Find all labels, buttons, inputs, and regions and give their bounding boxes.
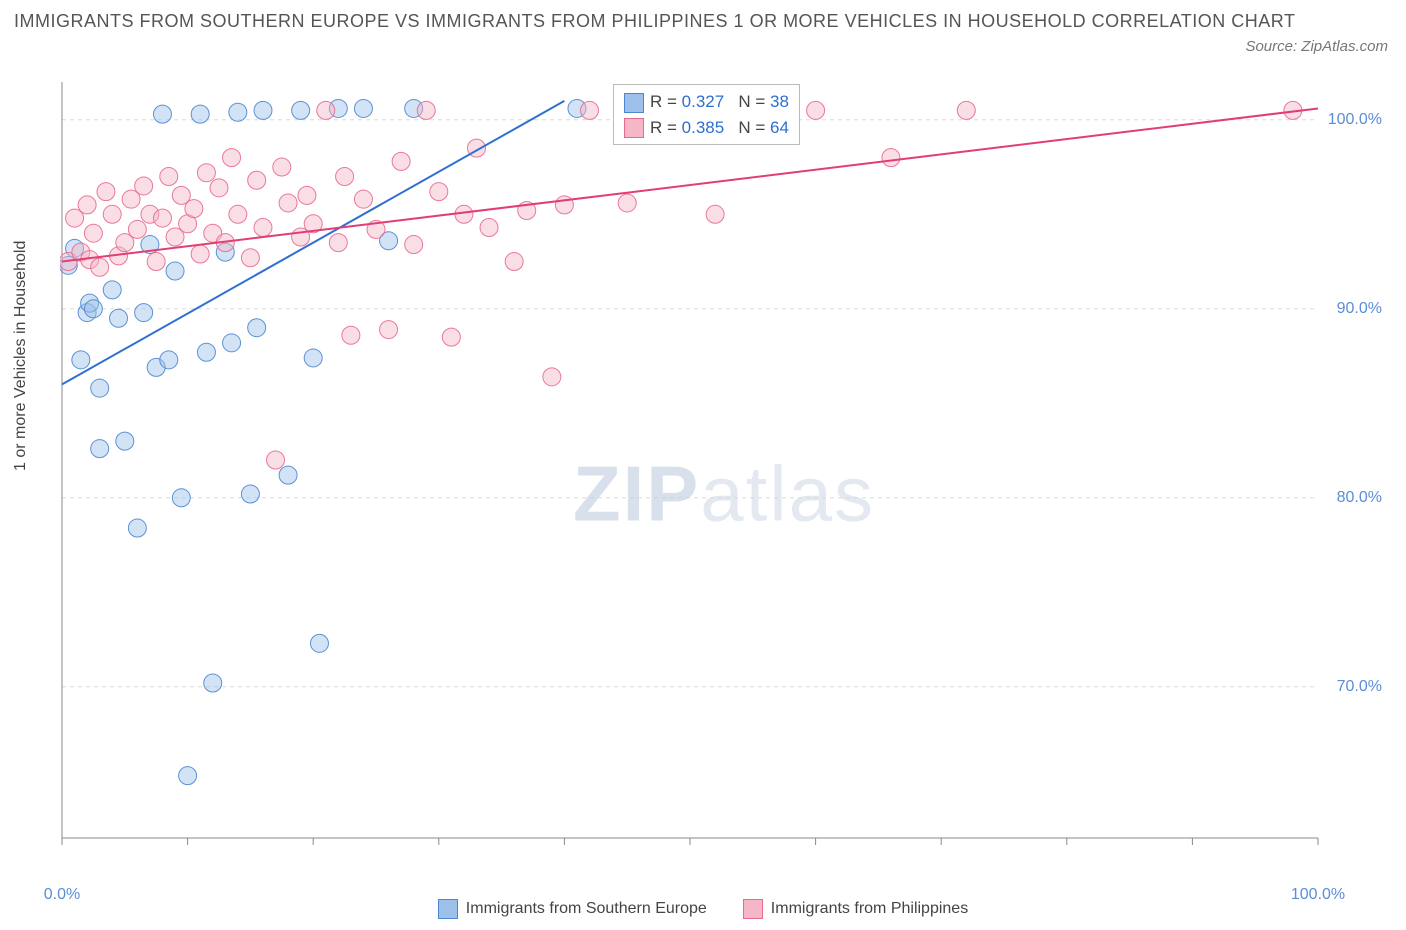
y-tick-label: 70.0% [1337,678,1382,696]
chart-title: IMMIGRANTS FROM SOUTHERN EUROPE VS IMMIG… [14,8,1392,35]
legend-item: Immigrants from Philippines [743,899,968,919]
legend-swatch [438,899,458,919]
stat-r: 0.385 [682,118,725,137]
stat-row: R = 0.385 N = 64 [624,115,789,141]
stat-r: 0.327 [682,92,725,111]
legend: Immigrants from Southern Europe Immigrant… [0,899,1406,924]
y-tick-label: 80.0% [1337,489,1382,507]
plot-svg [60,78,1388,878]
stat-n: 38 [770,92,789,111]
y-tick-label: 100.0% [1328,111,1382,129]
plot-area: R = 0.327 N = 38R = 0.385 N = 64 ZIPatla… [60,78,1388,878]
legend-label: Immigrants from Philippines [771,900,968,918]
legend-label: Immigrants from Southern Europe [466,900,707,918]
y-tick-label: 90.0% [1337,300,1382,318]
stat-swatch [624,118,644,138]
y-axis-label: 1 or more Vehicles in Household [12,241,30,471]
chart-container: IMMIGRANTS FROM SOUTHERN EUROPE VS IMMIG… [0,0,1406,930]
source-label: Source: ZipAtlas.com [1245,38,1388,55]
stat-row: R = 0.327 N = 38 [624,89,789,115]
stat-swatch [624,93,644,113]
stats-box: R = 0.327 N = 38R = 0.385 N = 64 [613,84,800,145]
legend-item: Immigrants from Southern Europe [438,899,707,919]
legend-swatch [743,899,763,919]
stat-n: 64 [770,118,789,137]
